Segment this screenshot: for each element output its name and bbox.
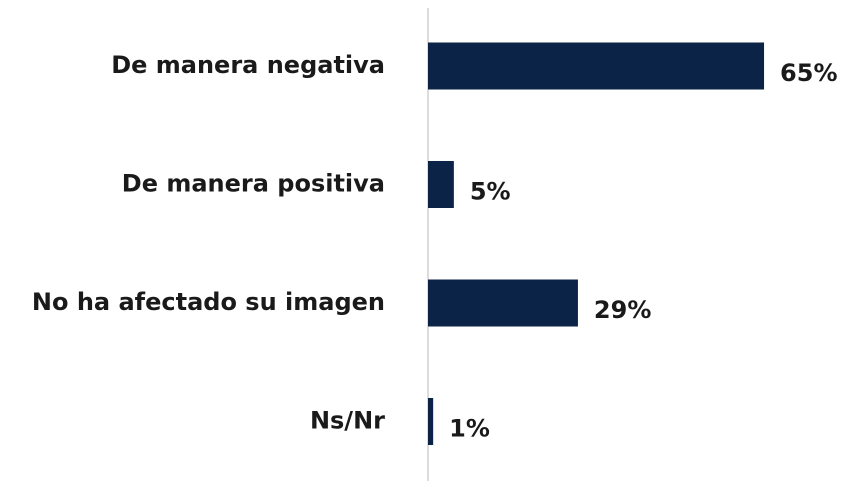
category-label: De manera positiva [122,170,385,198]
bar [428,161,454,208]
value-label: 1% [449,415,490,443]
value-label: 5% [470,178,511,206]
category-label: Ns/Nr [310,407,385,435]
bar [428,279,578,327]
bar [428,42,765,90]
value-label: 65% [780,59,837,87]
category-label: De manera negativa [111,51,385,79]
value-label: 29% [594,296,651,324]
bar [428,398,434,445]
category-label: No ha afectado su imagen [32,288,385,316]
